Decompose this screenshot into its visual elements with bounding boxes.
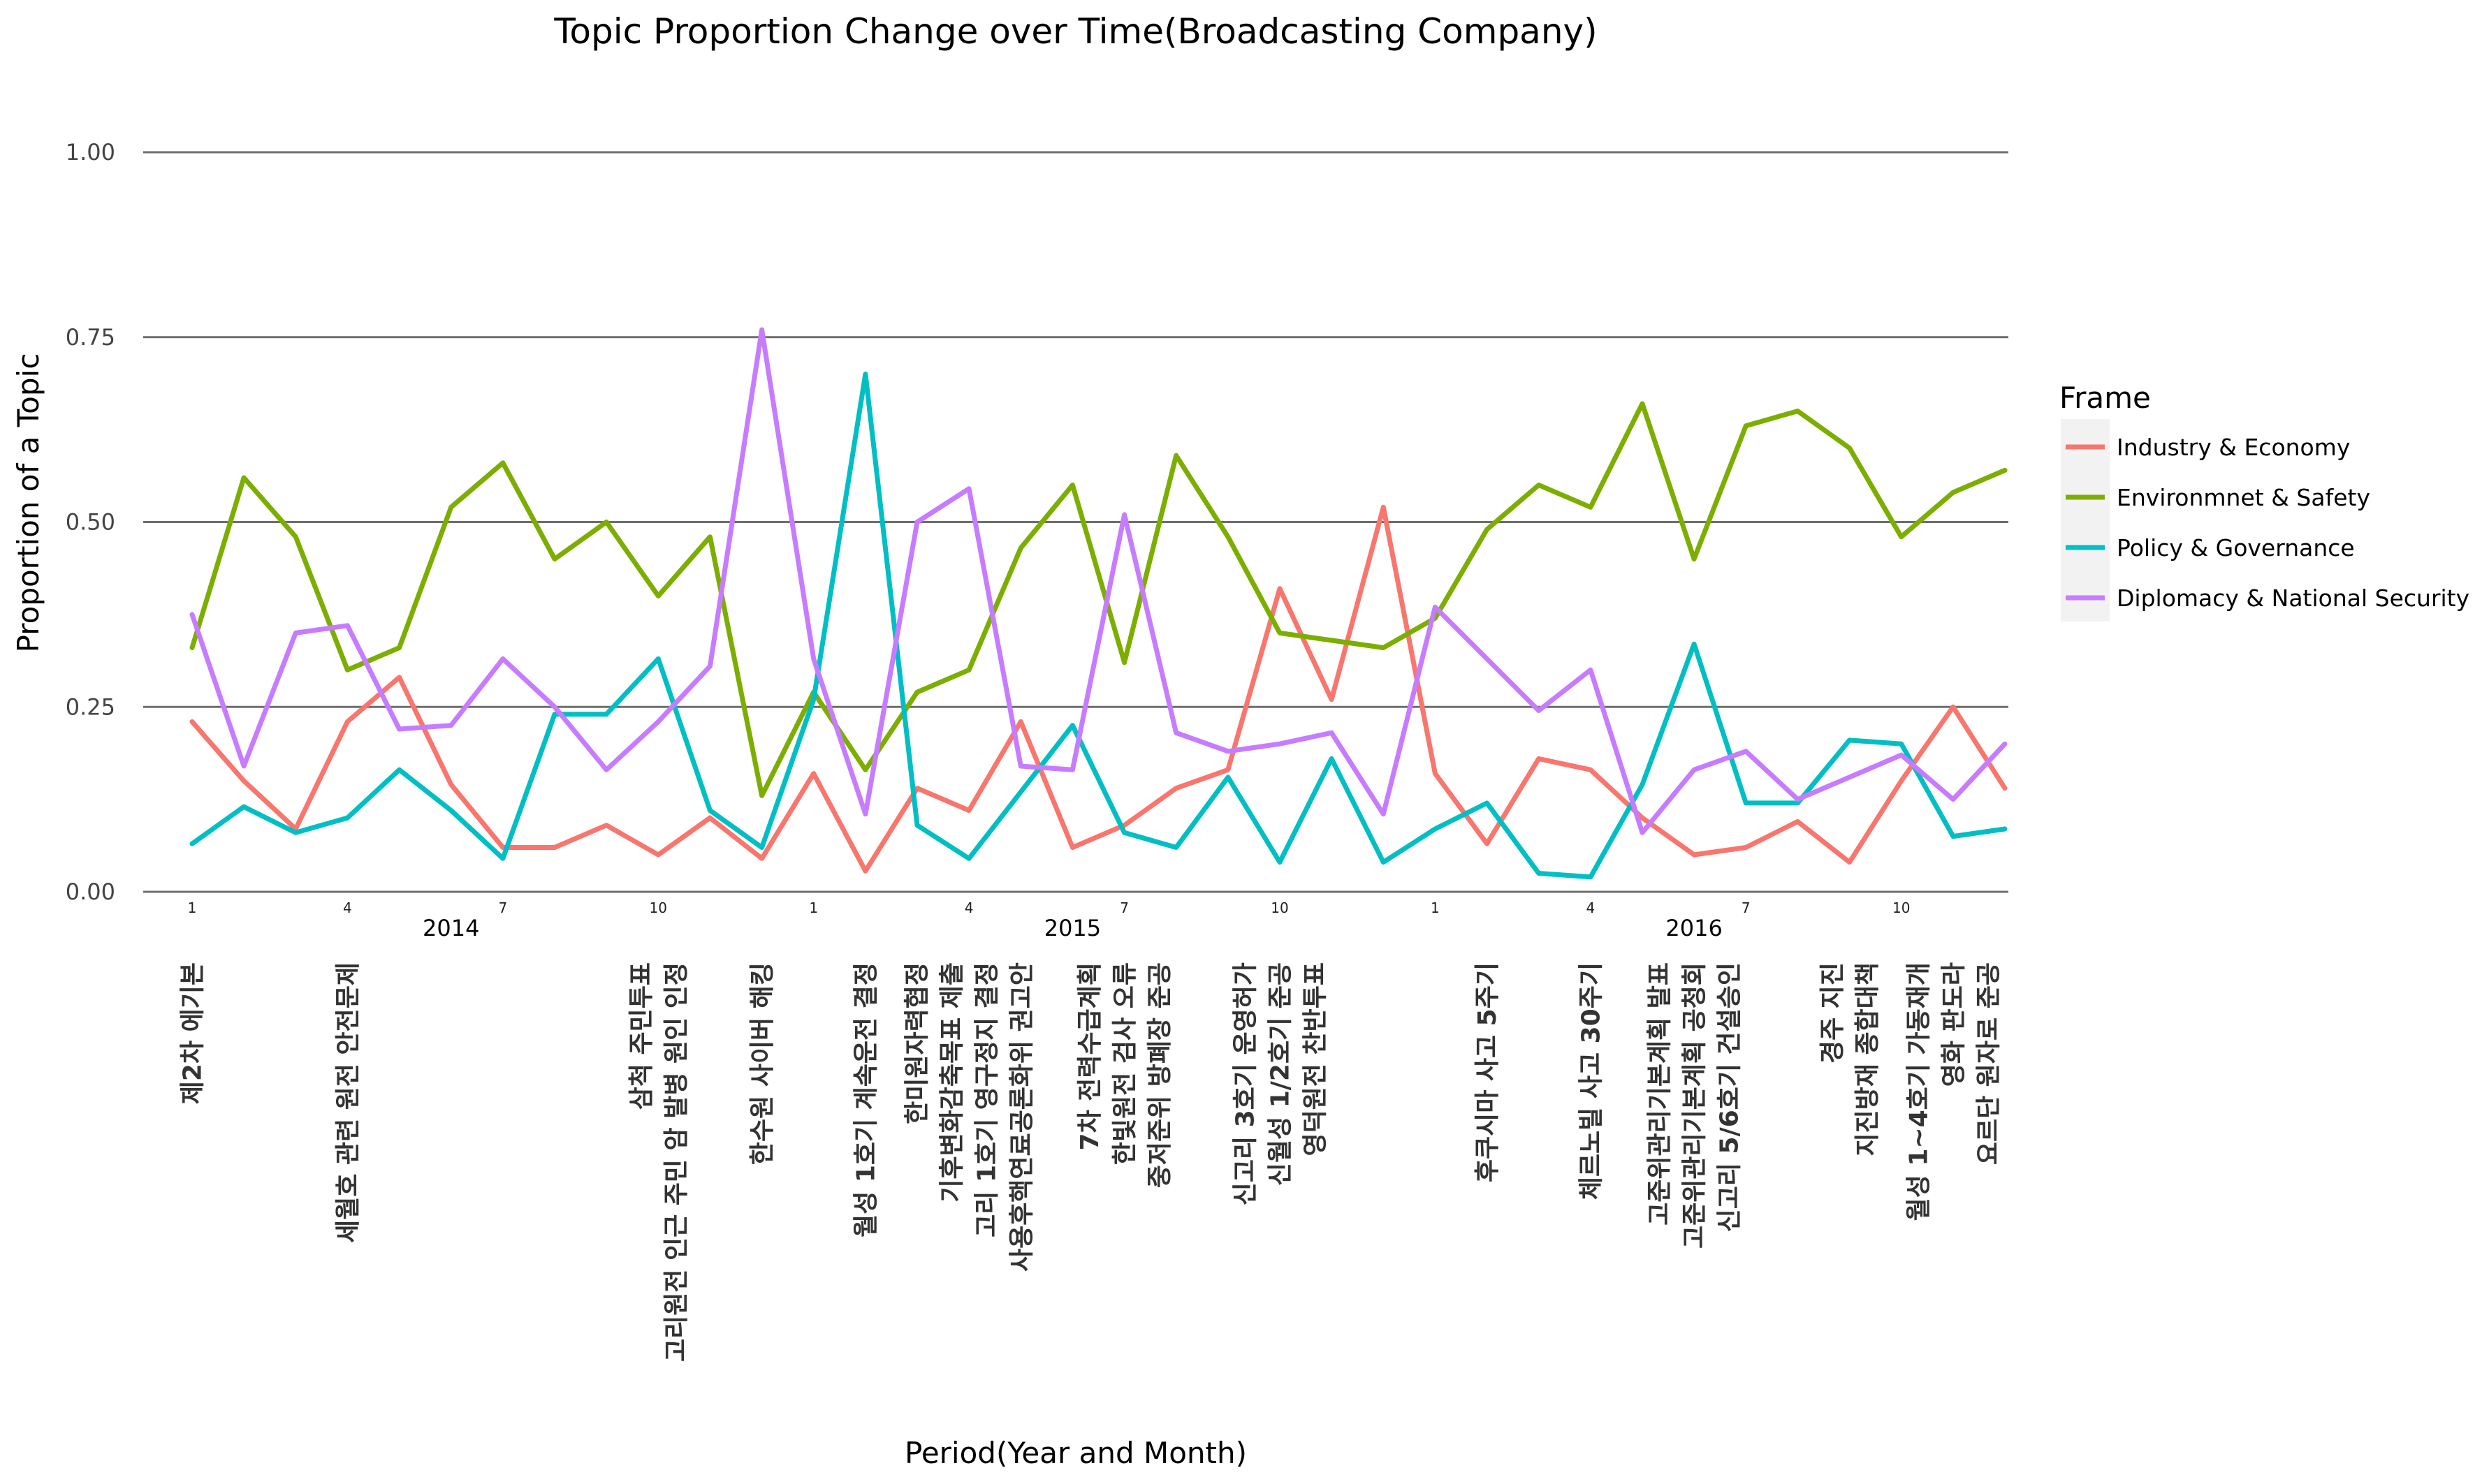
event-label: 삼척 주민투표 (627, 962, 656, 1110)
year-label: 2015 (1044, 915, 1101, 941)
x-tick-label: 1 (1431, 899, 1440, 916)
event-annotation: 신고리 3호기 운영허가 신월성 1/2호기 준공 영덕원전 찬반투표 (1232, 962, 1330, 1205)
x-tick-label: 1 (809, 899, 818, 916)
event-label: 한빛원전 검사 오류 (1111, 962, 1139, 1165)
event-label: 제2차 에기본 (179, 962, 207, 1104)
event-annotation: 월성 1~4호기 가동재개 영화 판도라 요르단 원자로 준공 (1905, 962, 2003, 1221)
legend-title: Frame (2059, 381, 2151, 415)
y-tick-label: 0.25 (66, 693, 115, 720)
event-label: 지진방재 종합대책 (1853, 962, 1882, 1156)
year-label: 2016 (1665, 915, 1722, 941)
event-annotation: 월성 1호기 계속운전 결정 (852, 962, 881, 1237)
series-line-1 (189, 504, 2008, 874)
event-annotations: 제2차 에기본 세월호 관련 원전 안전문제 삼척 주민투표 고리원전 인근 주민 암… (179, 962, 2003, 1362)
event-annotation: 체르노빌 사고 30주기 (1577, 962, 1606, 1200)
y-tick-label: 0.50 (66, 509, 115, 536)
event-label: 고준위관리기본계획 발표 (1646, 962, 1674, 1226)
x-axis-ticks: 1 4 7 10 1 4 7 10 1 4 7 10 2014 2015 2016 (188, 899, 1911, 941)
event-label: 체르노빌 사고 30주기 (1577, 962, 1606, 1200)
x-tick-label: 4 (1586, 899, 1595, 916)
event-label: 기후변화감축목표 제출 (938, 962, 967, 1203)
event-label: 중저준위 방폐장 준공 (1146, 962, 1174, 1188)
x-tick-label: 7 (1120, 899, 1129, 916)
x-tick-label: 4 (343, 899, 352, 916)
event-label: 경주 지진 (1818, 962, 1847, 1064)
event-label: 월성 1호기 계속운전 결정 (852, 962, 881, 1237)
y-axis-ticks: 0.00 0.25 0.50 0.75 1.00 (66, 139, 115, 905)
legend-label-2: Environmnet & Safety (2117, 484, 2370, 511)
event-label: 신고리 3호기 운영허가 (1232, 962, 1260, 1205)
series-line-3 (189, 372, 2008, 880)
event-label: 월성 1~4호기 가동재개 (1905, 962, 1934, 1221)
x-tick-label: 10 (1271, 899, 1288, 916)
x-tick-label: 1 (188, 899, 197, 916)
x-tick-label: 7 (498, 899, 507, 916)
chart-title: Topic Proportion Change over Time(Broadc… (553, 11, 1597, 52)
event-annotation: 한수원 사이버 해킹 (748, 962, 777, 1165)
gridlines (143, 151, 2008, 893)
legend: Frame Industry & Economy Environmnet & Sa… (2059, 381, 2469, 622)
year-label: 2014 (423, 915, 479, 941)
event-label: 신월성 1/2호기 준공 (1266, 962, 1295, 1186)
event-label: 영덕원전 찬반투표 (1301, 962, 1330, 1156)
x-tick-label: 10 (650, 899, 667, 916)
y-tick-label: 0.00 (66, 879, 115, 905)
event-label: 고준위관리기본계획 공청회 (1681, 962, 1709, 1249)
event-label: 신고리 5/6호기 건설승인 (1716, 962, 1744, 1232)
event-annotation: 삼척 주민투표 고리원전 인근 주민 암 발병 원인 인정 (627, 962, 691, 1362)
event-annotation: 제2차 에기본 (179, 962, 207, 1104)
legend-items: Industry & Economy Environmnet & Safety Po… (2066, 434, 2469, 612)
event-label: 세월호 관련 원전 안전문제 (334, 962, 363, 1243)
event-annotation: 세월호 관련 원전 안전문제 (334, 962, 363, 1243)
series-line-2 (189, 401, 2008, 798)
event-label: 사용후핵연료공론화위 권고안 (1008, 962, 1037, 1272)
event-label: 요르단 원자로 준공 (1975, 962, 2003, 1165)
series-lines (189, 327, 2008, 880)
x-tick-label: 4 (965, 899, 974, 916)
event-annotation: 고준위관리기본계획 발표 고준위관리기본계획 공청회 신고리 5/6호기 건설승인 (1646, 962, 1744, 1249)
series-line-4 (189, 327, 2008, 835)
y-tick-label: 1.00 (66, 139, 115, 166)
event-label: 한미원자력협정 (903, 962, 932, 1124)
x-axis-title: Period(Year and Month) (905, 1436, 1247, 1470)
legend-label-1: Industry & Economy (2117, 434, 2350, 461)
event-annotation: 한미원자력협정 기후변화감축목표 제출 고리 1호기 영구정지 결정 사용후핵연료공론… (903, 962, 1037, 1272)
x-tick-label: 7 (1742, 899, 1751, 916)
legend-label-3: Policy & Governance (2117, 534, 2355, 561)
legend-key-background (2061, 419, 2110, 622)
legend-label-4: Diplomacy & National Security (2117, 585, 2469, 612)
y-axis-title: Proportion of a Topic (11, 353, 45, 653)
event-label: 7차 전력수급계획 (1076, 962, 1104, 1150)
event-label: 고리원전 인근 주민 암 발병 원인 인정 (662, 962, 691, 1362)
x-tick-label: 10 (1892, 899, 1910, 916)
event-annotation: 경주 지진 지진방재 종합대책 (1818, 962, 1882, 1156)
event-label: 후쿠시마 사고 5주기 (1473, 962, 1502, 1182)
event-label: 영화 판도라 (1940, 962, 1969, 1087)
event-annotation: 후쿠시마 사고 5주기 (1473, 962, 1502, 1182)
event-label: 한수원 사이버 해킹 (748, 962, 777, 1165)
y-tick-label: 0.75 (66, 324, 115, 351)
event-label: 고리 1호기 영구정지 결정 (973, 962, 1002, 1237)
event-annotation: 7차 전력수급계획 한빛원전 검사 오류 중저준위 방폐장 준공 (1076, 962, 1174, 1188)
